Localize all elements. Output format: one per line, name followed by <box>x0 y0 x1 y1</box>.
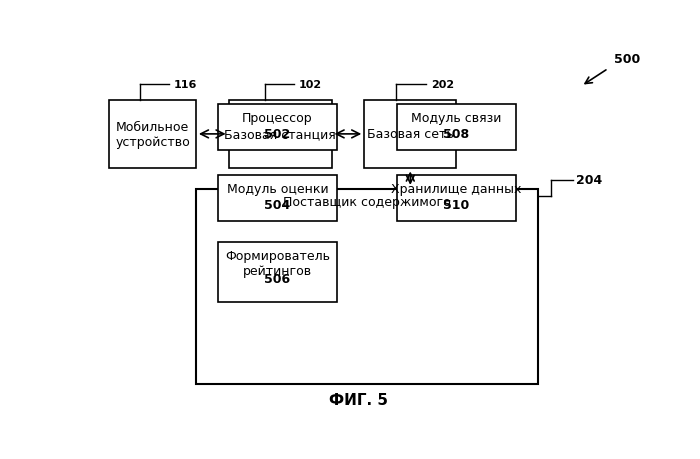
Bar <box>218 175 337 221</box>
Text: 506: 506 <box>265 272 290 285</box>
Bar <box>196 190 538 384</box>
Text: 502: 502 <box>265 128 290 140</box>
Text: Модуль оценки: Модуль оценки <box>227 183 328 196</box>
Text: 504: 504 <box>265 198 290 211</box>
Bar <box>397 105 516 151</box>
Text: Мобильное
устройство: Мобильное устройство <box>116 121 190 149</box>
Text: 102: 102 <box>299 80 322 90</box>
Text: 202: 202 <box>430 80 454 90</box>
Text: Поставщик содержимого: Поставщик содержимого <box>283 195 451 208</box>
Text: 508: 508 <box>443 128 470 140</box>
Text: Хранилище данных: Хранилище данных <box>391 183 522 196</box>
Text: Модуль связи: Модуль связи <box>411 112 502 125</box>
Text: Базовая станция: Базовая станция <box>224 128 336 141</box>
Text: Базовая сеть: Базовая сеть <box>367 128 454 141</box>
Bar <box>109 101 196 168</box>
Text: ФИГ. 5: ФИГ. 5 <box>329 392 389 407</box>
Text: 204: 204 <box>575 174 602 187</box>
Bar <box>364 101 456 168</box>
Bar <box>397 175 516 221</box>
Text: 510: 510 <box>443 198 470 211</box>
Text: 500: 500 <box>614 53 640 66</box>
Text: 116: 116 <box>174 80 197 90</box>
Text: Формирователь
рейтингов: Формирователь рейтингов <box>225 250 330 278</box>
Text: Процессор: Процессор <box>242 112 313 125</box>
Bar <box>228 101 332 168</box>
Bar <box>218 242 337 302</box>
Bar <box>218 105 337 151</box>
